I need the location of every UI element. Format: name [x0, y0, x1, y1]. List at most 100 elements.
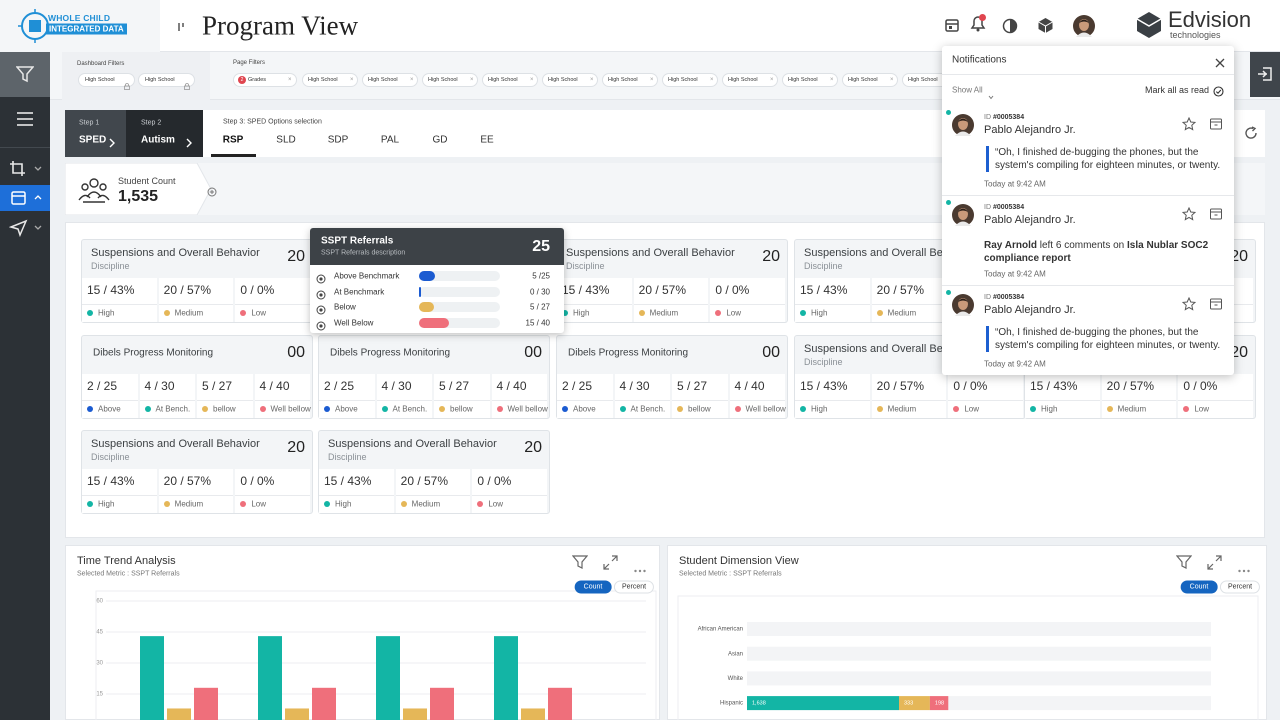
id-label: ID [984, 204, 991, 211]
active-underline [211, 154, 256, 157]
theme-icon[interactable] [1002, 18, 1018, 34]
logo-line1: WHOLE CHILD [48, 13, 111, 23]
toggle-active[interactable]: Count [574, 580, 612, 594]
logout-button[interactable] [1250, 52, 1280, 97]
add-icon[interactable] [207, 184, 217, 197]
stat-value: 4 / 40 [496, 379, 527, 393]
star-icon[interactable] [1181, 296, 1197, 311]
icon-part [1038, 21, 1053, 33]
icon-part [958, 208, 968, 220]
toggle-option[interactable]: Percent [613, 580, 655, 594]
step-option[interactable]: PAL [380, 134, 400, 146]
filter-chip[interactable]: High School [138, 73, 195, 90]
metric-card[interactable]: Suspensions and Overall Behavior Discipli… [81, 239, 313, 323]
filter-chip[interactable]: High School × [662, 73, 718, 87]
chip-remove: × [288, 77, 292, 83]
legend-label: bellow [450, 404, 473, 414]
unread-dot [946, 200, 951, 205]
star-icon[interactable] [1181, 206, 1197, 221]
expand-icon[interactable] [603, 555, 618, 570]
filter-icon[interactable] [15, 66, 35, 83]
filter-chip[interactable]: High School × [782, 73, 838, 87]
step-option[interactable]: RSP [222, 134, 244, 146]
filter-chip[interactable]: High School × [842, 73, 898, 87]
filter-chip[interactable]: High School × [482, 73, 538, 87]
chevron [186, 135, 192, 148]
icon-part [1263, 67, 1272, 81]
more-icon[interactable] [634, 560, 646, 573]
toggle-active[interactable]: Count [1180, 580, 1218, 594]
archive-icon[interactable] [1209, 207, 1223, 221]
card-subtitle: Discipline [328, 452, 367, 462]
refresh-icon[interactable] [1244, 126, 1258, 140]
filter-chip[interactable]: High School × [602, 73, 658, 87]
user-avatar[interactable] [1073, 15, 1095, 37]
filter-icon[interactable] [571, 555, 589, 570]
legend-label: Above [573, 404, 596, 414]
step-option[interactable]: GD [432, 134, 448, 146]
filter-chip[interactable]: 2 Grades × [233, 73, 297, 87]
stat-value: 0 / 0% [240, 474, 275, 488]
step-option[interactable]: EE [480, 134, 494, 146]
filter-chip[interactable]: High School × [722, 73, 778, 87]
filter-chip[interactable]: High School [78, 73, 135, 90]
metric-card[interactable]: Suspensions and Overall Behavior Discipli… [318, 430, 550, 514]
metric-card[interactable]: Suspensions and Overall Behavior Discipli… [794, 335, 1026, 419]
metric-card[interactable]: Dibels Progress Monitoring 00 2 / 25 Above 4… [81, 335, 313, 419]
filter-block [0, 52, 50, 97]
check-icon[interactable] [1213, 84, 1224, 97]
icon-part [988, 95, 994, 100]
legend-label: High [98, 308, 115, 318]
icon-part [109, 138, 115, 148]
legend-dot [1106, 406, 1113, 412]
metric-card[interactable]: Dibels Progress Monitoring 00 2 / 25 Above 4… [318, 335, 550, 419]
stat-cell: 20 / 57% Medium [1101, 374, 1177, 418]
send-icon[interactable] [8, 219, 43, 238]
chip-label: High School [548, 77, 578, 83]
legend-dot [87, 501, 93, 507]
archive-icon[interactable] [1209, 117, 1223, 131]
expand-icon[interactable] [1207, 555, 1222, 570]
toggle-option[interactable]: Percent [1219, 580, 1261, 594]
metric-card[interactable]: Suspensions and Overall Behavior Discipli… [81, 430, 313, 514]
card-title: Suspensions and Overall Behavior [328, 438, 497, 450]
filter-chip[interactable]: High School × [542, 73, 598, 87]
stat-cell: 4 / 30 At Bench. [139, 374, 195, 418]
menu-icon[interactable] [16, 111, 34, 127]
title-icon [176, 20, 186, 32]
icon-part [1210, 118, 1222, 130]
close-icon[interactable] [1215, 55, 1225, 68]
crop-icon[interactable] [9, 160, 43, 178]
bell-icon[interactable] [968, 13, 988, 33]
card-value: 00 [762, 344, 780, 361]
step-option[interactable]: SLD [276, 134, 296, 146]
more-icon[interactable] [1238, 560, 1250, 573]
filter-chip[interactable]: High School × [422, 73, 478, 87]
chip-label: High School [308, 77, 338, 83]
filter-icon[interactable] [1175, 555, 1193, 570]
notification-item[interactable]: ID #0005384 Pablo Alejandro Jr. “Oh, I fin… [942, 285, 1234, 376]
legend-dot [562, 310, 568, 316]
stat-cell: 15 / 43% High [82, 278, 157, 322]
filter-chip[interactable]: High School × [362, 73, 418, 87]
archive-icon[interactable] [1209, 297, 1223, 311]
step-button[interactable]: Step 2 Autism [126, 110, 203, 157]
filter-chip[interactable]: High School × [302, 73, 358, 87]
notification-item[interactable]: ID #0005384 Pablo Alejandro Jr. “Oh, I fin… [942, 108, 1234, 196]
notification-id: ID #0005384 [984, 114, 1024, 121]
stat-divider [672, 400, 728, 401]
notification-item[interactable]: ID #0005384 Pablo Alejandro Jr. Ray Arnold… [942, 195, 1234, 286]
cube-icon[interactable] [1037, 17, 1054, 34]
step-button[interactable]: Step 1 SPED [65, 110, 126, 157]
calendar-icon[interactable] [944, 17, 960, 33]
step-option[interactable]: SDP [327, 134, 349, 146]
show-all[interactable]: Show All [952, 85, 983, 95]
y-tick-label: Hispanic [720, 701, 743, 707]
icon-part [207, 187, 217, 197]
metric-card[interactable]: Suspensions and Overall Behavior Discipli… [556, 239, 788, 323]
metric-card[interactable]: Dibels Progress Monitoring 00 2 / 25 Above 4… [556, 335, 788, 419]
stat-cell: 15 / 43% High [795, 278, 870, 322]
legend-dot [324, 406, 330, 412]
star-icon[interactable] [1181, 116, 1197, 131]
calendar-nav-icon[interactable] [9, 189, 43, 207]
